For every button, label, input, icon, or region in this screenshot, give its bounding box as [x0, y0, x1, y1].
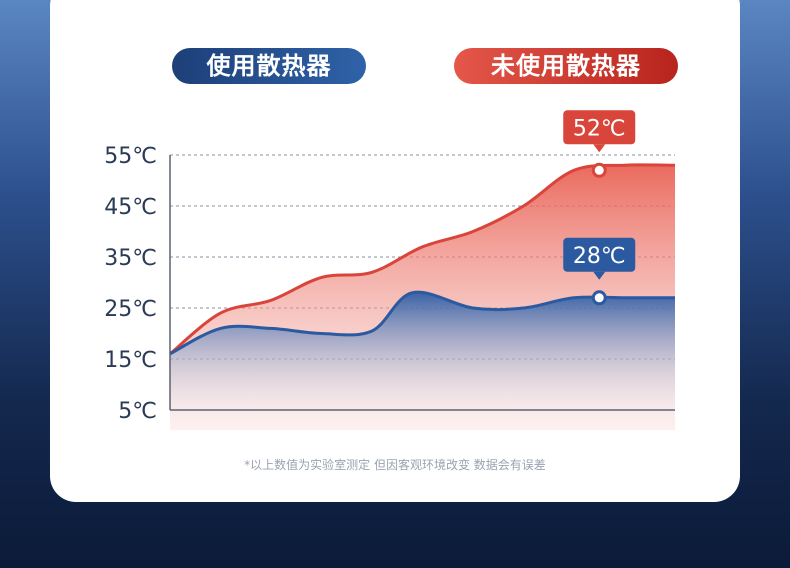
markers: 52℃ 28℃ [563, 110, 636, 306]
callout-box [563, 110, 636, 145]
series-line-0 [169, 163, 676, 356]
series-line-1 [169, 290, 675, 356]
y-tick-label: 15℃ [104, 348, 157, 373]
callout-pointer [593, 144, 606, 153]
y-tick-label: 45℃ [104, 195, 157, 220]
callout-pointer [593, 271, 606, 280]
legend-without-cooler: 未使用散热器 [454, 48, 678, 84]
callout-label: 52℃ [573, 116, 626, 141]
data-point-marker [591, 290, 607, 306]
callout-label: 28℃ [573, 244, 626, 269]
series-areas [169, 163, 676, 431]
y-tick-label: 55℃ [104, 144, 157, 169]
y-tick-labels: 55℃ 45℃ 35℃ 25℃ 15℃ 5℃ [104, 144, 157, 424]
y-tick-label: 25℃ [104, 297, 157, 322]
y-tick-label: 5℃ [118, 399, 157, 424]
y-tick-label: 35℃ [104, 246, 157, 271]
axes [169, 155, 675, 411]
data-point-marker [591, 162, 607, 178]
legend-with-cooler: 使用散热器 [172, 48, 366, 84]
series-area-1 [170, 292, 675, 430]
footnote: *以上数值为实验室测定 但因客观环境改变 数据会有误差 [244, 458, 546, 472]
callout-box [563, 237, 636, 272]
